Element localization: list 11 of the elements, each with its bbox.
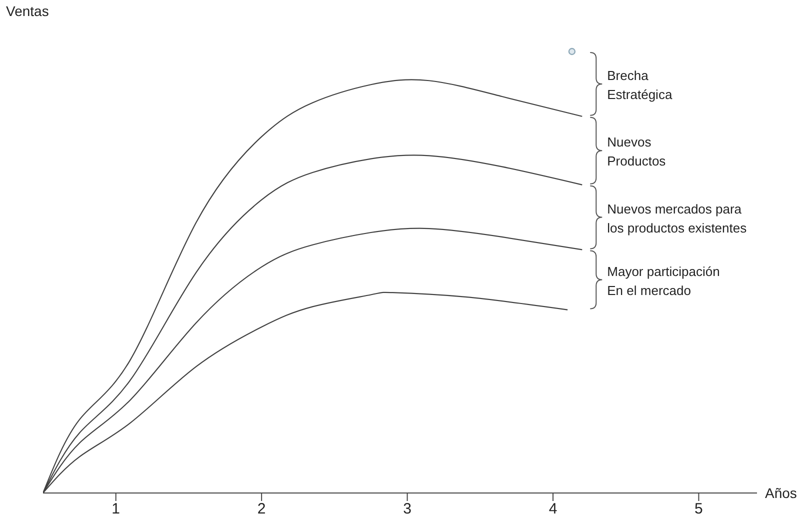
annotation: Nuevos Productos [607, 134, 666, 169]
annotation: Mayor participación En el mercado [607, 264, 720, 298]
x-tick-label: 1 [112, 500, 120, 518]
annotation: Nuevos mercados para los productos existentes [607, 201, 748, 236]
x-tick-label: 4 [548, 500, 558, 518]
y-axis-title: Ventas [6, 3, 49, 19]
annotation: Brecha Estratégica [607, 68, 673, 102]
x-axis-title: Años [765, 485, 797, 501]
x-tick-label: 3 [403, 500, 412, 518]
x-tick-label: 5 [694, 500, 703, 518]
x-tick-label: 2 [257, 500, 266, 518]
